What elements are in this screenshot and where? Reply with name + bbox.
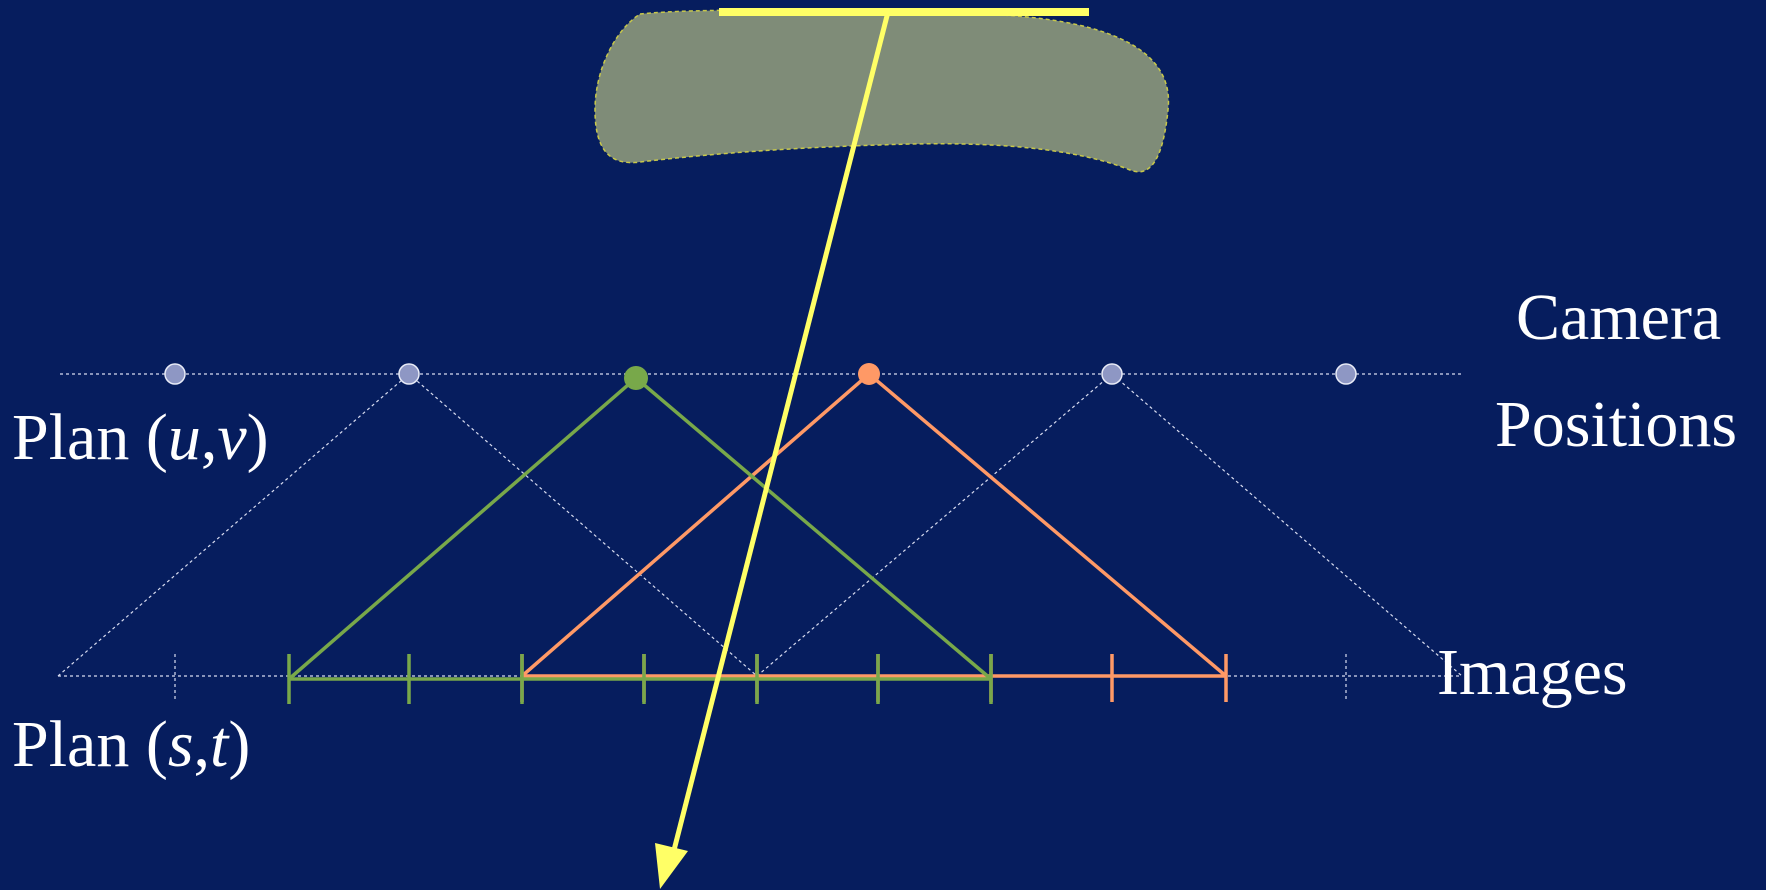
camera-position-dot-orange [858,363,880,385]
plan-st-suffix: ) [228,708,251,781]
plan-uv-sep: , [200,401,218,474]
plan-st-prefix: Plan ( [12,708,168,781]
plan-uv-label: Plan (u,v) [12,405,269,471]
plan-uv-suffix: ) [246,401,269,474]
plan-st-sep: , [193,708,211,781]
plan-st-label: Plan (s,t) [12,712,250,778]
camera-position-dot-green [624,366,648,390]
camera-position-dot [1101,363,1123,385]
camera-position-dot [1335,363,1357,385]
light-ray [669,11,891,859]
plan-st-var1: s [167,708,194,781]
scene-object [594,9,1170,173]
plan-uv-var2: v [217,401,247,474]
inactive-image-ticks [174,654,1347,700]
camera-position-dot [398,363,420,385]
plan-uv-prefix: Plan ( [12,401,168,474]
green-camera-frustum [287,376,993,704]
camera-position-dot [164,363,186,385]
plan-uv-var1: u [167,401,201,474]
plan-st-var2: t [210,708,229,781]
orange-camera-frustum [520,372,1228,702]
camera-label-line2: Positions [1495,388,1738,461]
camera-label-line1: Camera [1516,281,1722,354]
images-label: Images [1437,636,1628,709]
light-ray-arrowhead [655,843,688,889]
